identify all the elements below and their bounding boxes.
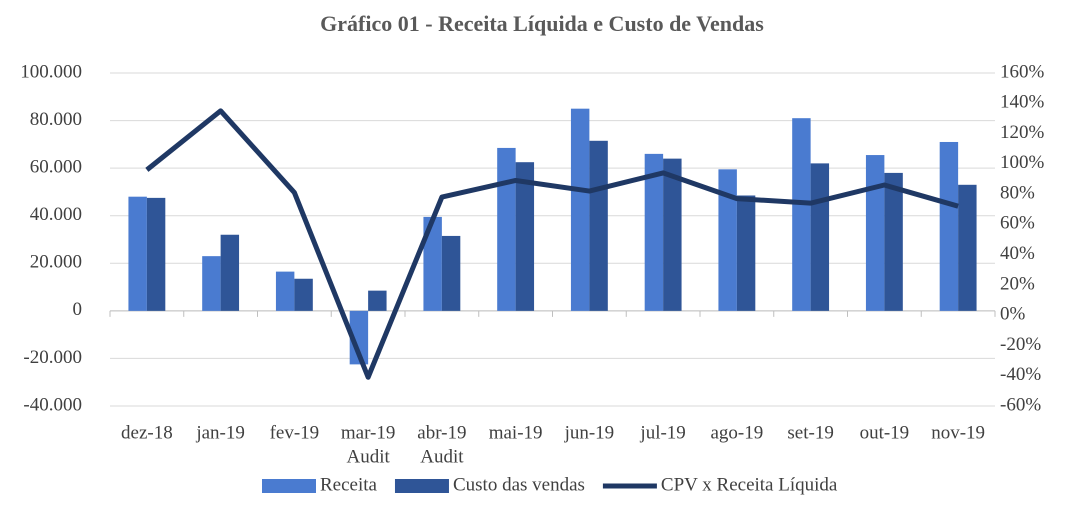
x-tick-label: ago-19 [710, 422, 763, 443]
bar [146, 197, 166, 311]
legend-label: Receita [320, 474, 378, 495]
y2-tick-label: 160% [1000, 61, 1045, 82]
bar [368, 290, 387, 311]
legend-swatch [394, 479, 449, 493]
x-tick-label: out-19 [860, 422, 910, 443]
x-tick-label: Audit [346, 446, 390, 467]
y2-tick-label: 80% [1000, 182, 1035, 203]
bar [736, 195, 756, 311]
y2-tick-label: 120% [1000, 122, 1045, 143]
x-tick-label: mai-19 [489, 422, 543, 443]
bar [441, 235, 461, 311]
bar [663, 158, 682, 311]
bar [294, 278, 313, 311]
y2-tick-label: -20% [1000, 334, 1041, 355]
bar [349, 310, 369, 365]
y-tick-label: 20.000 [30, 252, 82, 273]
bar [128, 196, 147, 311]
bar [718, 169, 737, 311]
y2-tick-label: -60% [1000, 394, 1041, 415]
x-tick-label: fev-19 [270, 422, 320, 443]
y2-tick-label: 100% [1000, 152, 1045, 173]
legend-label: CPV x Receita Líquida [661, 474, 838, 495]
bar [810, 163, 830, 311]
y-tick-label: 60.000 [30, 157, 82, 178]
bar [570, 108, 590, 311]
line [145, 108, 959, 380]
x-tick-label: jan-19 [195, 422, 245, 443]
x-tick-label: jul-19 [639, 422, 685, 443]
legend-swatch [262, 479, 316, 493]
y-tick-label: 0 [73, 299, 83, 320]
x-tick-label: Audit [420, 446, 464, 467]
y2-tick-label: 60% [1000, 213, 1035, 234]
bar [589, 140, 608, 311]
bar [275, 271, 295, 311]
x-tick-label: mar-19 [341, 422, 396, 443]
bar [202, 256, 221, 311]
x-tick-label: set-19 [787, 422, 833, 443]
y2-tick-label: -40% [1000, 364, 1041, 385]
y2-tick-label: 0% [1000, 304, 1026, 325]
y2-tick-label: 40% [1000, 243, 1035, 264]
x-tick-label: nov-19 [931, 422, 985, 443]
y-tick-label: 40.000 [30, 204, 82, 225]
y-tick-label: -40.000 [23, 394, 82, 415]
y-tick-label: 100.000 [20, 61, 82, 82]
bar [497, 147, 516, 311]
bar [939, 141, 959, 311]
x-tick-label: abr-19 [417, 422, 466, 443]
bar [220, 234, 240, 311]
bar [884, 172, 903, 311]
chart-title: Gráfico 01 - Receita Líquida e Custo de … [320, 11, 764, 36]
legend-label: Custo das vendas [453, 474, 585, 495]
y2-tick-label: 20% [1000, 273, 1035, 294]
bar [644, 153, 664, 311]
x-tick-label: dez-18 [121, 422, 173, 443]
y2-tick-label: 140% [1000, 92, 1045, 113]
bar [865, 155, 885, 311]
bar [423, 216, 442, 311]
y-tick-label: 80.000 [30, 109, 82, 130]
bar [792, 118, 811, 311]
bar [958, 184, 977, 311]
bar [515, 162, 535, 311]
x-tick-label: jun-19 [564, 422, 615, 443]
y-tick-label: -20.000 [23, 347, 82, 368]
